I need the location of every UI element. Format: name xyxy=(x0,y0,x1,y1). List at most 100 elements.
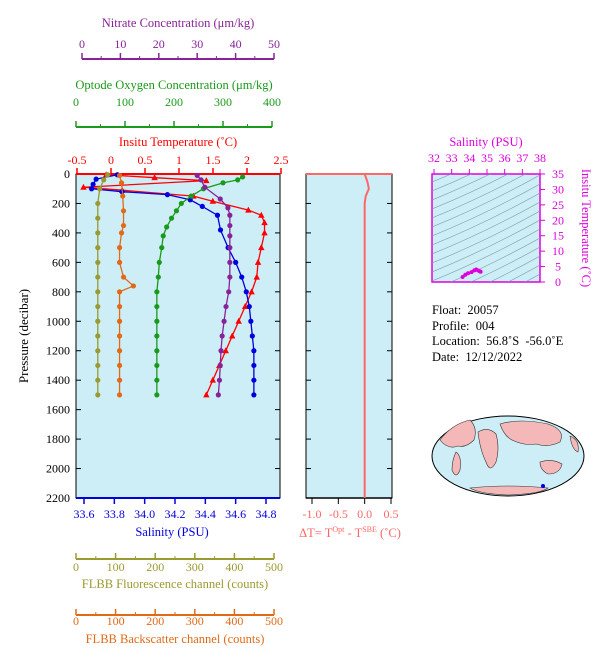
ts-density-contours xyxy=(432,174,540,282)
ts-salinity-tick-label: 38 xyxy=(534,151,546,165)
nitrate-point xyxy=(221,318,227,324)
backscatter-tick-label: 300 xyxy=(186,614,204,628)
density-contour xyxy=(507,264,540,282)
temperature-point xyxy=(151,174,158,181)
backscatter-point xyxy=(116,362,123,369)
oxygen-point xyxy=(154,348,160,354)
temperature-profile-line xyxy=(83,174,266,396)
salinity-point xyxy=(214,212,221,218)
temperature-point xyxy=(235,317,242,324)
nitrate-tick-label: 30 xyxy=(191,37,203,51)
backscatter-tick-label: 400 xyxy=(225,614,243,628)
salinity-tick-label: 34.0 xyxy=(134,507,155,521)
oxygen-point xyxy=(154,377,160,383)
salinity-tick-label: 34.8 xyxy=(256,507,277,521)
temperature-tick-label: -0.5 xyxy=(68,153,87,167)
nitrate-tick-label: 0 xyxy=(79,37,85,51)
nitrate-point xyxy=(227,245,233,251)
oxygen-point xyxy=(235,177,241,183)
backscatter-tick-label: 0 xyxy=(73,614,79,628)
pressure-tick-label: 0 xyxy=(64,167,70,181)
fluorescence-tick-label: 500 xyxy=(265,560,283,574)
temperature-point xyxy=(80,183,87,190)
density-contour xyxy=(524,273,540,282)
fluorescence-point xyxy=(95,259,101,265)
oxygen-point xyxy=(178,200,184,207)
fluorescence-point xyxy=(95,377,101,383)
salinity-tick-label: 34.2 xyxy=(165,507,186,521)
backscatter-point xyxy=(120,274,127,280)
pressure-axis-title: Pressure (decibar) xyxy=(16,289,31,383)
ts-point xyxy=(466,271,470,276)
density-contour xyxy=(489,255,540,282)
density-contour xyxy=(432,174,526,219)
density-contour xyxy=(432,174,509,210)
density-contour xyxy=(432,174,540,228)
map-landmass xyxy=(477,429,499,469)
oxygen-tick-label: 0 xyxy=(73,95,79,109)
fluorescence-tick-label: 400 xyxy=(225,560,243,574)
temperature-axis-title: Insitu Temperature (˚C) xyxy=(119,135,237,149)
density-contour xyxy=(432,201,540,255)
density-contour xyxy=(432,174,491,201)
nitrate-point xyxy=(227,233,233,239)
nitrate-point xyxy=(217,362,223,369)
fluorescence-point xyxy=(95,333,101,339)
nitrate-point xyxy=(227,212,233,218)
oxygen-point xyxy=(155,274,161,280)
salinity-point xyxy=(164,192,171,198)
nitrate-point xyxy=(202,184,208,190)
temperature-point xyxy=(254,258,262,265)
backscatter-point xyxy=(116,333,123,339)
fluorescence-tick-label: 300 xyxy=(186,560,204,574)
salinity-tick-label: 34.6 xyxy=(225,507,246,521)
map-landmass xyxy=(499,420,562,446)
backscatter-point xyxy=(118,180,125,186)
salinity-point xyxy=(217,227,224,233)
ts-temperature-tick-label: 15 xyxy=(552,229,564,243)
density-contour xyxy=(432,219,540,273)
fluorescence-point xyxy=(101,177,107,183)
density-contour xyxy=(432,174,472,192)
ts-temperature-axis-title: Insitu Temperature (˚C) xyxy=(579,169,593,287)
nitrate-tick-label: 20 xyxy=(153,37,165,51)
backscatter-point xyxy=(118,230,125,236)
temperature-point xyxy=(241,303,249,310)
fluorescence-point xyxy=(95,200,101,207)
fluorescence-point xyxy=(95,318,101,324)
density-contour xyxy=(432,183,540,237)
backscatter-point xyxy=(120,193,126,199)
salinity-point xyxy=(90,181,96,187)
nitrate-point xyxy=(225,205,231,211)
fluorescence-point xyxy=(95,289,101,295)
backscatter-point xyxy=(116,318,123,324)
oxygen-point xyxy=(240,174,246,180)
nitrate-point xyxy=(226,289,232,295)
salinity-axis-title: Salinity (PSU) xyxy=(135,525,208,539)
pressure-tick-label: 1200 xyxy=(46,344,70,358)
salinity-tick-label: 34.4 xyxy=(195,507,216,521)
pressure-tick-label: 1800 xyxy=(46,432,70,446)
backscatter-point xyxy=(116,348,123,354)
oxygen-point xyxy=(154,362,160,369)
oxygen-tick-label: 100 xyxy=(116,95,134,109)
ts-temperature-tick-label: 25 xyxy=(552,198,564,212)
salinity-point xyxy=(199,203,205,209)
salinity-point xyxy=(249,333,255,339)
pressure-tick-label: 200 xyxy=(52,196,70,210)
ts-plot-area xyxy=(431,173,541,283)
oxygen-point xyxy=(154,333,160,339)
nitrate-point xyxy=(216,377,223,383)
ts-point xyxy=(460,275,465,280)
oxygen-point xyxy=(188,193,194,199)
fluorescence-point xyxy=(97,186,103,192)
oxygen-point xyxy=(159,245,165,251)
float-location: Location: 56.8˚S -56.0˚E xyxy=(432,334,564,348)
oxygen-point xyxy=(154,303,160,310)
temperature-point xyxy=(245,206,252,213)
nitrate-axis-title: Nitrate Concentration (μm/kg) xyxy=(102,16,255,30)
nitrate-point xyxy=(198,177,204,183)
fluorescence-point xyxy=(95,348,101,354)
world-map xyxy=(431,415,585,497)
map-landmass xyxy=(469,485,549,496)
